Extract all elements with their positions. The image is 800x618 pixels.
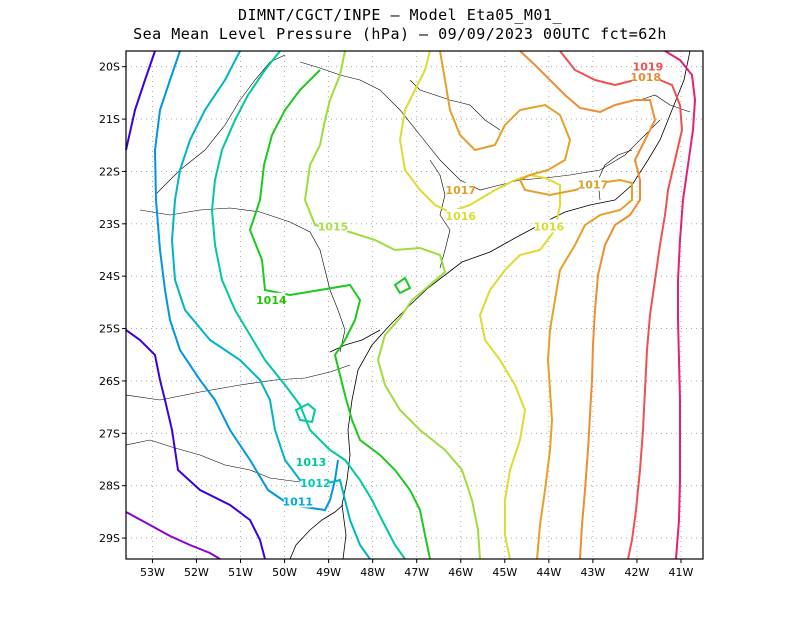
contour-label-1018: 1018 xyxy=(630,71,661,84)
contour-label-1012: 1012 xyxy=(300,477,331,490)
isobar-1016 xyxy=(398,50,561,560)
contour-label-bg xyxy=(319,219,348,233)
y-tick-label: 29S xyxy=(99,532,120,545)
contour-label-bg xyxy=(633,59,662,73)
contour-label-1013: 1013 xyxy=(296,456,327,469)
isobar-1005 xyxy=(125,511,221,560)
y-tick-label: 26S xyxy=(99,375,120,388)
isobar-1012 xyxy=(170,50,371,560)
x-tick-label: 53W xyxy=(140,566,165,579)
x-tick-label: 47W xyxy=(404,566,429,579)
coastline xyxy=(289,50,691,560)
isobar-1018 xyxy=(519,50,657,560)
plot-frame xyxy=(125,50,704,560)
isobar-1020 xyxy=(664,50,697,560)
contour-label-bg xyxy=(446,182,475,196)
plot-area xyxy=(126,51,703,559)
chart-title-line1: DIMNT/CGCT/INPE – Model Eta05_M01_ xyxy=(237,6,563,24)
y-tick-label: 20S xyxy=(99,61,120,74)
state-boundaries xyxy=(125,54,691,483)
x-tick-label: 43W xyxy=(580,566,605,579)
contour-label-1016: 1016 xyxy=(445,210,476,223)
x-tick-label: 50W xyxy=(272,566,297,579)
state-boundary xyxy=(429,159,451,269)
y-tick-label: 23S xyxy=(99,218,120,231)
contour-label-1016: 1016 xyxy=(534,220,565,233)
y-axis-ticks: 20S 21S 22S 23S 24S 25S 26S 27S 28S 29S xyxy=(99,61,126,545)
contour-label-bg xyxy=(301,476,330,490)
state-boundary xyxy=(125,364,351,401)
x-tick-label: 41W xyxy=(669,566,694,579)
grid xyxy=(126,51,703,559)
state-boundary xyxy=(154,54,286,196)
x-tick-label: 46W xyxy=(448,566,473,579)
contour-label-1019: 1019 xyxy=(633,61,664,74)
state-boundary xyxy=(139,207,346,353)
state-boundary xyxy=(125,439,301,483)
y-tick-label: 27S xyxy=(99,427,120,440)
contour-label-1017: 1017 xyxy=(445,184,476,197)
y-tick-label: 21S xyxy=(99,113,120,126)
y-tick-label: 28S xyxy=(99,480,120,493)
isobar-1019 xyxy=(559,50,684,560)
contour-labels: 1011 1012 1013 1014 1015 1016 1016 1017 1017 1018… xyxy=(256,59,664,508)
x-tick-label: 51W xyxy=(228,566,253,579)
contour-label-1015: 1015 xyxy=(318,220,349,233)
isobar-1014 xyxy=(248,69,431,560)
x-tick-label: 45W xyxy=(492,566,517,579)
contour-label-1017: 1017 xyxy=(578,179,609,192)
contour-label-bg xyxy=(534,219,563,233)
isobar-1013 xyxy=(210,50,406,560)
coastline-path xyxy=(341,50,691,560)
x-tick-label: 42W xyxy=(624,566,649,579)
y-tick-label: 24S xyxy=(99,270,120,283)
contour-label-bg xyxy=(446,208,475,222)
x-tick-label: 48W xyxy=(360,566,385,579)
contour-label-1011: 1011 xyxy=(282,495,313,508)
isobar-1006 xyxy=(125,50,266,560)
x-axis-ticks: 53W 52W 51W 50W 49W 48W 47W 46W 45W 44W 43W 42W 41W xyxy=(140,559,694,579)
isobar-1011 xyxy=(153,50,339,512)
contour-label-bg xyxy=(631,70,660,84)
contour-label-bg xyxy=(283,494,312,508)
isobar-1015 xyxy=(303,50,481,560)
x-tick-label: 44W xyxy=(536,566,561,579)
x-tick-label: 49W xyxy=(316,566,341,579)
contour-label-bg xyxy=(296,455,325,469)
y-tick-label: 22S xyxy=(99,165,120,178)
contour-label-bg xyxy=(257,292,286,306)
state-boundary xyxy=(409,79,501,131)
contour-label-1014: 1014 xyxy=(256,294,287,307)
x-tick-label: 52W xyxy=(184,566,209,579)
contour-label-bg xyxy=(578,177,607,191)
coastline-path xyxy=(329,329,381,353)
chart-title-line2: Sea Mean Level Pressure (hPa) – 09/09/20… xyxy=(133,25,667,43)
y-tick-label: 25S xyxy=(99,323,120,336)
coastline-path xyxy=(289,504,344,560)
